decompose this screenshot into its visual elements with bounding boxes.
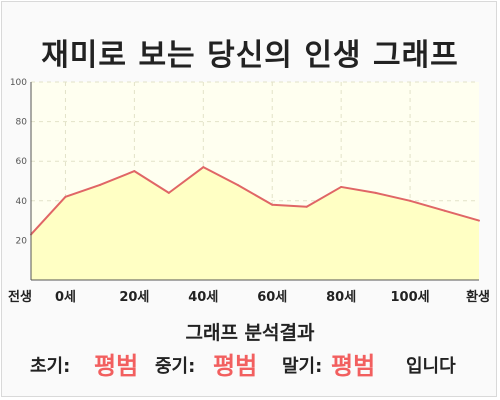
x-tick-label: 80세 [326, 290, 356, 305]
data-point [271, 203, 274, 206]
data-point [64, 195, 67, 198]
y-tick-label: 60 [16, 157, 28, 167]
data-point [133, 170, 136, 173]
data-point [167, 191, 170, 194]
result-suffix: 입니다 [406, 356, 456, 377]
result-summary: 초기: 평범 중기: 평범 말기: 평범 입니다 [0, 346, 500, 380]
data-point [202, 166, 205, 169]
data-point [374, 191, 377, 194]
page-title: 재미로 보는 당신의 인생 그래프 [41, 38, 459, 73]
early-value: 평범 [94, 352, 139, 380]
x-tick-label: 0세 [55, 290, 76, 305]
series-line [30, 166, 480, 236]
area-fill [31, 167, 479, 280]
x-tick-label: 40세 [188, 290, 218, 305]
data-point [305, 205, 308, 208]
data-point [236, 183, 239, 186]
x-tick-label: 환생 [466, 289, 490, 305]
middle-label: 중기: [155, 356, 196, 377]
data-point [409, 199, 412, 202]
x-tick-label: 60세 [257, 290, 287, 305]
early-label: 초기: [30, 356, 71, 377]
x-tick-label: 전생 [8, 289, 32, 305]
data-point [443, 209, 446, 212]
y-tick-label: 80 [16, 118, 28, 128]
result-heading: 그래프 분석결과 [185, 322, 315, 344]
data-point [478, 219, 480, 222]
life-graph-chart: 20 40 60 80 100 전생 0세 20세 40세 60세 80세 100세 환생 [8, 78, 490, 305]
data-point [340, 185, 343, 188]
late-value: 평범 [331, 352, 376, 380]
data-point [98, 183, 101, 186]
y-tick-label: 100 [10, 78, 27, 88]
middle-value: 평범 [213, 352, 258, 380]
y-tick-label: 20 [16, 236, 28, 246]
y-tick-label: 40 [16, 197, 28, 207]
x-tick-label: 20세 [119, 290, 149, 305]
x-tick-label: 100세 [391, 290, 430, 305]
late-label: 말기: [282, 356, 323, 377]
